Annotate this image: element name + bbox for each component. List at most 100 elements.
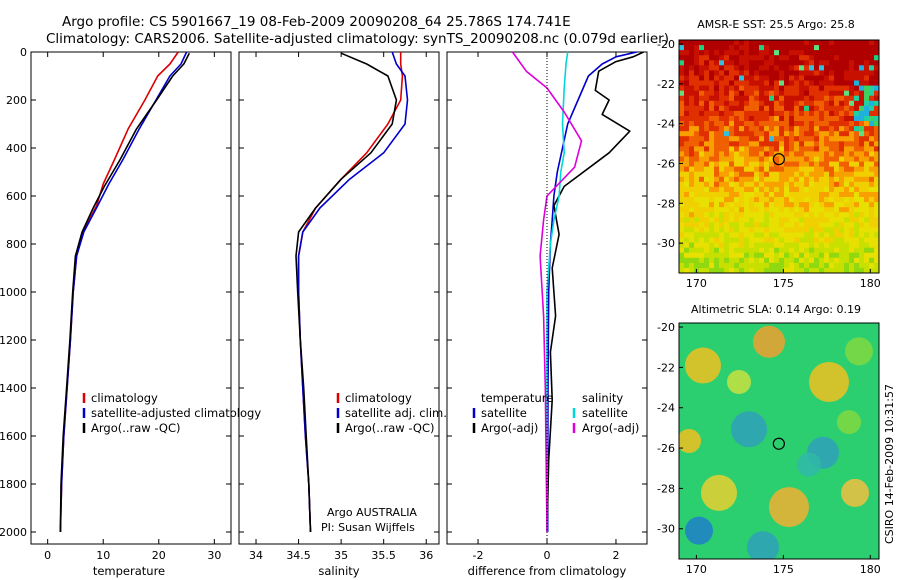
sst-cell [699,141,705,147]
sst-cell [854,161,860,168]
sst-cell [864,110,870,117]
sst-cell [709,75,715,81]
sst-cell [719,85,725,92]
sst-cell [829,110,835,117]
sst-cell [864,55,870,61]
sst-cell [834,126,840,132]
sst-cell [834,262,840,269]
sst-cell [834,207,840,213]
sst-cell [834,85,840,92]
sst-cell [789,197,795,203]
sst-cell [809,55,815,61]
sst-cell [764,171,770,178]
sst-cell [729,212,735,218]
sst-cell [799,146,805,152]
sst-cell [734,247,740,254]
sst-cell [784,202,790,208]
sst-cell [774,90,780,97]
sst-cell [874,242,879,249]
sst-cell [784,161,790,168]
sst-cell [844,237,850,243]
temperature-axes [30,51,232,545]
sst-cell [764,252,770,259]
sst-cell [794,237,800,243]
sst-cell [694,105,700,112]
sst-cell [679,75,685,81]
sst-cell [744,171,750,178]
pi-label: PI: Susan Wijffels [321,521,415,534]
sst-cell [869,227,875,233]
sst-cell [794,176,800,183]
sst-cell [694,202,700,208]
sst-cell [799,126,805,132]
sst-cell [699,176,705,183]
sst-cell [729,141,735,147]
sst-cell [839,207,845,213]
sst-cell [874,75,879,81]
sst-cell [859,171,865,178]
sst-cell [724,176,730,183]
sst-cell [774,171,780,178]
legend-item: climatology [91,391,158,405]
sst-cell [839,262,845,269]
y-tick-label: 600 [6,190,27,203]
sst-cell [749,80,755,86]
sst-cell [684,166,690,173]
sst-cell [834,242,840,249]
sst-cell [709,171,715,178]
sst-cell [839,70,845,76]
sst-cell [769,242,775,249]
sst-cell [699,146,705,152]
sst-cell [744,65,750,71]
sst-cell [804,146,810,152]
sst-cell [729,95,735,102]
sst-cell [824,80,830,86]
sst-cell [734,176,740,183]
sst-cell [744,50,750,56]
sst-cell [794,267,800,273]
sst-cell [679,181,685,188]
sst-cell [714,131,720,137]
sst-cell [759,156,765,162]
sst-cell [704,110,710,117]
sst-cell [734,197,740,203]
sst-cell [869,217,875,223]
sst-cell [784,90,790,97]
sst-cell [784,267,790,273]
sst-cell [834,131,840,137]
sst-cell [684,242,690,249]
sst-cell [734,237,740,243]
sst-cell [824,171,830,178]
sst-cell [809,116,815,122]
sst-cell [744,262,750,269]
sst-cell [774,156,780,162]
sst-cell [749,262,755,269]
sst-cell [764,85,770,92]
sst-cell [824,136,830,142]
sst-cell [864,141,870,147]
sst-cell [729,55,735,61]
sst-cell [729,207,735,213]
sst-cell [784,121,790,127]
sst-cell [759,161,765,168]
sst-cell [734,252,740,259]
sst-cell [794,90,800,97]
sst-cell [709,90,715,97]
sst-cell [734,45,740,51]
sst-cell [699,181,705,188]
sst-cell [854,247,860,254]
sla-map-title: Altimetric SLA: 0.14 Argo: 0.19 [691,303,861,316]
sst-cell [744,100,750,107]
sst-cell [709,262,715,269]
sst-cell [829,161,835,168]
sst-cell [759,151,765,157]
sst-cell [724,151,730,157]
sst-cell [839,136,845,142]
sst-cell [749,85,755,92]
sst-cell [819,45,825,51]
x-tick-label: 0 [544,549,551,562]
sst-cell [819,161,825,168]
sst-cell [809,181,815,188]
sst-cell [749,166,755,173]
sst-cell [824,267,830,273]
